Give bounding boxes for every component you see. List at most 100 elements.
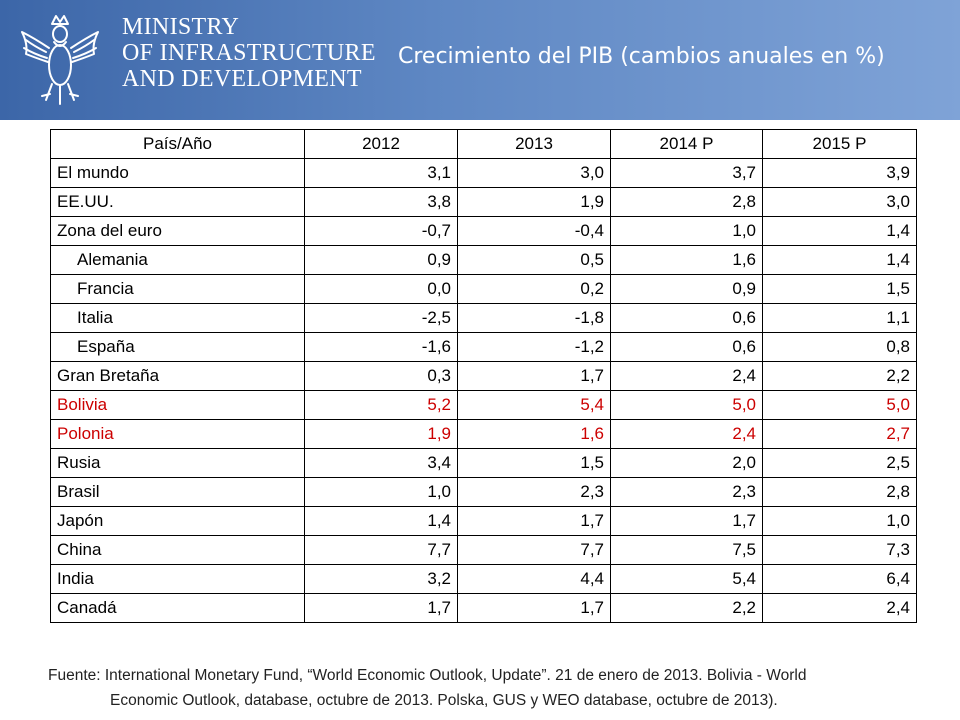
country-cell: EE.UU. [50,187,305,217]
value-cell: 1,0 [610,216,763,246]
value-cell: 5,2 [304,390,458,420]
value-cell: -0,7 [304,216,458,246]
value-cell: 2,0 [610,448,763,478]
value-cell: 1,0 [304,477,458,507]
header-2012: 2012 [304,129,458,159]
value-cell: 1,6 [457,419,611,449]
value-cell: 1,4 [304,506,458,536]
value-cell: 0,6 [610,303,763,333]
value-cell: 1,6 [610,245,763,275]
country-cell: Japón [50,506,305,536]
value-cell: 6,4 [762,564,917,594]
table-row: Bolivia 5,2 5,4 5,0 5,0 [50,390,917,420]
value-cell: 3,4 [304,448,458,478]
value-cell: 3,0 [457,158,611,188]
value-cell: 1,4 [762,216,917,246]
table-row: Zona del euro -0,7 -0,4 1,0 1,4 [50,216,917,246]
country-cell: Rusia [50,448,305,478]
value-cell: 1,1 [762,303,917,333]
country-cell: España [50,332,305,362]
table-row: India 3,2 4,4 5,4 6,4 [50,564,917,594]
table-row: Japón 1,4 1,7 1,7 1,0 [50,506,917,536]
source-line-1: Fuente: International Monetary Fund, “Wo… [48,667,807,684]
value-cell: -1,6 [304,332,458,362]
header-banner: MINISTRY OF INFRASTRUCTURE AND DEVELOPME… [0,0,960,120]
table-row: Francia 0,0 0,2 0,9 1,5 [50,274,917,304]
ministry-line-1: MINISTRY [122,14,240,40]
country-cell: Brasil [50,477,305,507]
country-cell: India [50,564,305,594]
ministry-line-2: OF INFRASTRUCTURE [122,40,376,66]
value-cell: 7,3 [762,535,917,565]
value-cell: 2,5 [762,448,917,478]
value-cell: 2,3 [610,477,763,507]
table-row: China 7,7 7,7 7,5 7,3 [50,535,917,565]
value-cell: 2,4 [610,361,763,391]
value-cell: 1,7 [457,593,611,623]
value-cell: 3,9 [762,158,917,188]
ministry-line-3: AND DEVELOPMENT [122,66,362,92]
table-row: Alemania 0,9 0,5 1,6 1,4 [50,245,917,275]
value-cell: -1,2 [457,332,611,362]
value-cell: 2,3 [457,477,611,507]
value-cell: 1,5 [762,274,917,304]
value-cell: -1,8 [457,303,611,333]
value-cell: 3,8 [304,187,458,217]
gdp-growth-table: País/Año 2012 2013 2014 P 2015 P El mund… [50,129,917,623]
table-row: Polonia 1,9 1,6 2,4 2,7 [50,419,917,449]
value-cell: 1,7 [457,361,611,391]
value-cell: 3,0 [762,187,917,217]
country-cell: Francia [50,274,305,304]
value-cell: 7,7 [304,535,458,565]
eagle-emblem-icon [21,15,99,105]
value-cell: 4,4 [457,564,611,594]
value-cell: 2,2 [762,361,917,391]
ministry-name: MINISTRY OF INFRASTRUCTURE AND DEVELOPME… [122,14,376,92]
table-header-row: País/Año 2012 2013 2014 P 2015 P [50,129,917,159]
country-cell: Alemania [50,245,305,275]
value-cell: 2,8 [762,477,917,507]
header-2013: 2013 [457,129,611,159]
value-cell: 1,0 [762,506,917,536]
value-cell: 0,3 [304,361,458,391]
value-cell: 7,7 [457,535,611,565]
value-cell: 0,9 [304,245,458,275]
value-cell: 0,5 [457,245,611,275]
country-cell: Gran Bretaña [50,361,305,391]
table-row: Canadá 1,7 1,7 2,2 2,4 [50,593,917,623]
value-cell: 5,4 [610,564,763,594]
header-2015: 2015 P [762,129,917,159]
value-cell: 5,0 [762,390,917,420]
value-cell: 0,8 [762,332,917,362]
value-cell: 3,2 [304,564,458,594]
value-cell: 1,7 [457,506,611,536]
value-cell: 2,4 [762,593,917,623]
value-cell: 0,0 [304,274,458,304]
header-country: País/Año [50,129,305,159]
source-line-2: Economic Outlook, database, octubre de 2… [110,692,778,709]
value-cell: 1,7 [304,593,458,623]
value-cell: 1,9 [304,419,458,449]
value-cell: 1,7 [610,506,763,536]
country-cell: El mundo [50,158,305,188]
table-row: Brasil 1,0 2,3 2,3 2,8 [50,477,917,507]
value-cell: 0,9 [610,274,763,304]
table-row: EE.UU. 3,8 1,9 2,8 3,0 [50,187,917,217]
slide-title: Crecimiento del PIB (cambios anuales en … [398,44,885,69]
table-row: Rusia 3,4 1,5 2,0 2,5 [50,448,917,478]
value-cell: 3,1 [304,158,458,188]
value-cell: 0,2 [457,274,611,304]
value-cell: 2,2 [610,593,763,623]
table-row: España -1,6 -1,2 0,6 0,8 [50,332,917,362]
country-cell: Polonia [50,419,305,449]
value-cell: 7,5 [610,535,763,565]
value-cell: 2,4 [610,419,763,449]
value-cell: 2,8 [610,187,763,217]
table-body: El mundo 3,1 3,0 3,7 3,9 EE.UU. 3,8 1,9 2,8 3,0 Zo… [50,158,917,623]
value-cell: -2,5 [304,303,458,333]
value-cell: -0,4 [457,216,611,246]
value-cell: 2,7 [762,419,917,449]
table-row: El mundo 3,1 3,0 3,7 3,9 [50,158,917,188]
table-row: Gran Bretaña 0,3 1,7 2,4 2,2 [50,361,917,391]
value-cell: 5,0 [610,390,763,420]
